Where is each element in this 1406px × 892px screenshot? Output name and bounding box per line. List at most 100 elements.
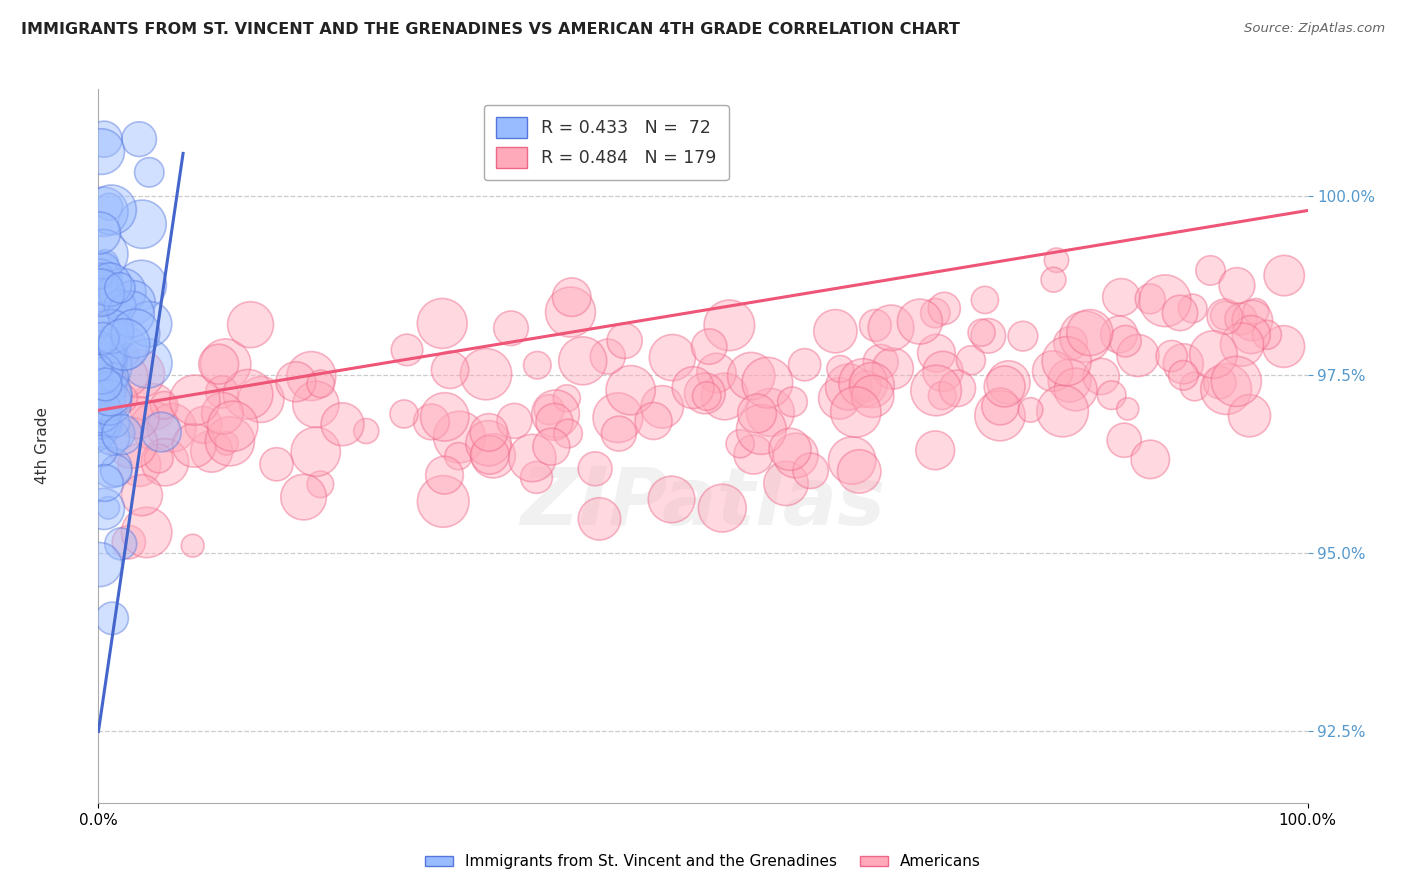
Point: [89, 558, 111, 572]
Point: [98, 200, 121, 214]
Point: [94, 389, 117, 403]
Point: [785, 449, 807, 463]
Point: [105, 464, 128, 478]
Point: [433, 468, 456, 483]
Point: [90, 331, 112, 345]
Point: [1173, 368, 1195, 383]
Point: [148, 451, 170, 466]
Point: [1052, 404, 1074, 418]
Point: [193, 417, 215, 432]
Point: [571, 354, 593, 368]
Point: [845, 405, 868, 419]
Point: [89, 404, 111, 418]
Point: [131, 488, 153, 502]
Point: [1272, 339, 1295, 353]
Point: [1272, 268, 1295, 283]
Point: [117, 348, 139, 362]
Point: [661, 492, 683, 507]
Text: Source: ZipAtlas.com: Source: ZipAtlas.com: [1244, 22, 1385, 36]
Point: [934, 301, 956, 316]
Point: [1074, 330, 1097, 344]
Point: [643, 414, 665, 428]
Point: [101, 611, 124, 625]
Point: [98, 386, 121, 401]
Point: [1012, 329, 1035, 343]
Point: [90, 327, 112, 342]
Point: [138, 317, 160, 331]
Point: [1239, 409, 1261, 423]
Point: [1215, 382, 1237, 396]
Point: [544, 407, 567, 421]
Point: [94, 475, 117, 490]
Point: [869, 355, 891, 369]
Point: [1101, 388, 1123, 402]
Point: [90, 145, 112, 159]
Point: [112, 392, 135, 406]
Point: [779, 442, 801, 457]
Point: [555, 391, 578, 405]
Point: [970, 326, 993, 340]
Point: [749, 422, 772, 436]
Point: [129, 367, 152, 381]
Point: [855, 379, 877, 393]
Point: [1226, 278, 1249, 293]
Point: [284, 375, 307, 389]
Point: [759, 405, 782, 419]
Point: [1139, 292, 1161, 306]
Point: [93, 352, 115, 367]
Point: [482, 449, 505, 463]
Point: [588, 512, 610, 526]
Legend: Immigrants from St. Vincent and the Grenadines, Americans: Immigrants from St. Vincent and the Gren…: [419, 848, 987, 875]
Point: [219, 434, 242, 449]
Point: [782, 395, 804, 409]
Point: [1202, 347, 1225, 361]
Point: [354, 424, 377, 438]
Point: [1090, 369, 1112, 384]
Point: [89, 226, 111, 240]
Point: [606, 410, 628, 425]
Point: [977, 329, 1000, 343]
Point: [1225, 375, 1247, 389]
Point: [91, 331, 114, 345]
Point: [449, 430, 471, 444]
Point: [432, 494, 454, 508]
Point: [117, 369, 139, 384]
Point: [309, 477, 332, 491]
Point: [90, 283, 112, 297]
Point: [1154, 293, 1177, 308]
Point: [153, 398, 176, 412]
Point: [1116, 401, 1139, 416]
Point: [1213, 310, 1236, 324]
Point: [973, 293, 995, 307]
Point: [740, 369, 762, 384]
Point: [184, 393, 207, 408]
Point: [932, 364, 955, 378]
Point: [94, 377, 117, 392]
Point: [800, 464, 823, 478]
Point: [87, 418, 110, 433]
Point: [793, 358, 815, 372]
Point: [693, 386, 716, 401]
Point: [1230, 337, 1253, 351]
Point: [101, 431, 124, 445]
Point: [215, 436, 238, 450]
Point: [697, 340, 720, 354]
Point: [183, 438, 205, 452]
Point: [756, 376, 779, 390]
Point: [522, 450, 544, 465]
Point: [91, 361, 114, 376]
Point: [160, 421, 183, 435]
Point: [121, 436, 143, 450]
Point: [100, 381, 122, 395]
Point: [742, 448, 765, 462]
Point: [1042, 273, 1064, 287]
Point: [266, 457, 288, 471]
Point: [862, 389, 884, 403]
Point: [848, 465, 870, 479]
Point: [882, 361, 904, 376]
Point: [607, 426, 630, 441]
Point: [124, 326, 146, 341]
Point: [1111, 290, 1133, 304]
Point: [100, 325, 122, 339]
Point: [97, 318, 120, 333]
